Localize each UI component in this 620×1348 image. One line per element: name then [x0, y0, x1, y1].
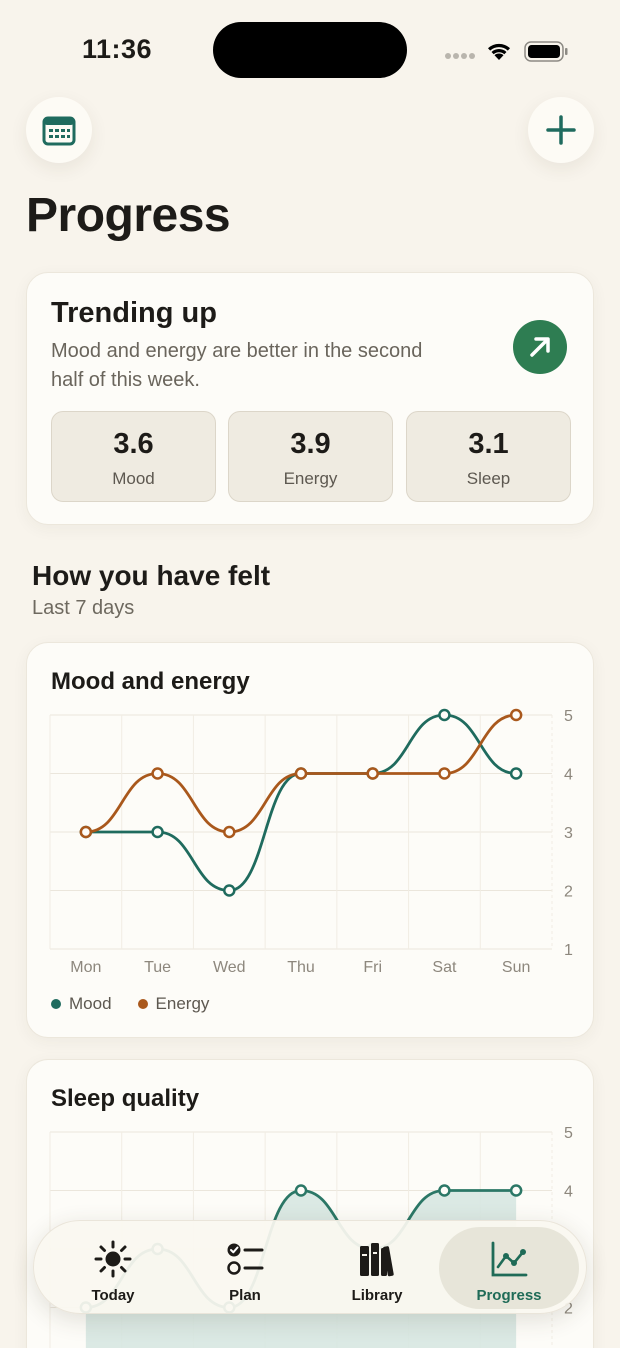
status-bar: 11:36	[0, 0, 620, 100]
stat-value: 3.9	[290, 428, 331, 460]
chart-grid	[49, 714, 553, 950]
data-point	[509, 1184, 523, 1197]
calendar-button[interactable]	[26, 97, 92, 163]
sun-icon	[94, 1240, 132, 1278]
y-tick-label: 5	[564, 708, 573, 725]
calendar-icon	[42, 116, 76, 146]
x-tick-label: Mon	[70, 959, 101, 976]
trend-title: Trending up	[51, 297, 217, 329]
stat-label: Energy	[283, 469, 338, 488]
data-point	[438, 1184, 451, 1197]
y-tick-label: 2	[564, 884, 573, 901]
x-tick-label: Fri	[363, 959, 382, 976]
tab-bar: Today Plan Library Progress	[33, 1220, 587, 1314]
chart-title: Sleep quality	[51, 1085, 200, 1112]
y-tick-label: 5	[564, 1125, 573, 1142]
y-tick-label: 2	[564, 1301, 573, 1318]
plus-icon	[546, 115, 576, 145]
y-tick-label: 3	[564, 825, 573, 842]
tab-today[interactable]: Today	[43, 1227, 183, 1309]
checklist-icon	[227, 1243, 264, 1275]
legend-item-mood: Mood	[51, 994, 112, 1014]
stat-label: Mood	[112, 469, 155, 488]
legend-label: Mood	[69, 994, 112, 1013]
status-time: 11:36	[82, 34, 153, 64]
books-icon	[360, 1243, 394, 1277]
x-tick-label: Thu	[287, 959, 315, 976]
y-tick-label: 4	[564, 767, 573, 784]
data-point	[151, 825, 164, 839]
battery-icon	[524, 41, 568, 62]
x-tick-label: Tue	[144, 959, 171, 976]
stat-sleep: 3.1 Sleep	[406, 411, 571, 502]
legend-swatch-energy	[137, 999, 148, 1009]
legend-swatch-mood	[51, 999, 61, 1009]
data-point	[366, 767, 379, 780]
tab-library[interactable]: Library	[307, 1227, 447, 1309]
stat-energy: 3.9 Energy	[228, 411, 393, 502]
x-tick-label: Sun	[502, 959, 530, 976]
dynamic-island	[213, 22, 407, 78]
y-tick-label: 1	[564, 942, 573, 959]
wifi-icon	[488, 43, 510, 60]
add-button[interactable]	[528, 97, 594, 163]
x-tick-label: Sat	[432, 959, 457, 976]
tab-plan[interactable]: Plan	[175, 1227, 315, 1309]
status-icons	[445, 41, 568, 62]
data-point	[223, 825, 236, 839]
data-point	[509, 767, 523, 780]
tab-label: Plan	[229, 1287, 261, 1304]
trend-badge	[513, 320, 567, 374]
data-point	[79, 825, 93, 839]
page-title: Progress	[26, 189, 231, 242]
tab-label: Today	[91, 1287, 135, 1304]
trend-card: Trending up Mood and energy are better i…	[26, 272, 594, 525]
data-point	[438, 708, 451, 722]
tab-label: Library	[351, 1287, 403, 1304]
data-point	[294, 1184, 308, 1197]
data-point	[294, 767, 308, 780]
arrow-up-right-icon	[530, 337, 550, 357]
data-point	[151, 767, 164, 780]
chart-line-icon	[491, 1241, 528, 1277]
cellular-signal-icon	[445, 53, 475, 59]
data-point	[509, 708, 523, 722]
mood-energy-card: Mood and energy 5 4 3 2 1 Mon Tue Wed Thu Fri Sat S…	[26, 642, 594, 1038]
section-subtitle: Last 7 days	[32, 597, 135, 619]
chart-title: Mood and energy	[51, 668, 250, 695]
trend-subtitle: Mood and energy are better in the second…	[51, 340, 423, 391]
legend-label: Energy	[155, 994, 210, 1013]
section-title: How you have felt	[32, 560, 271, 591]
chart-legend: Mood Energy	[51, 994, 235, 1014]
tab-label: Progress	[476, 1287, 542, 1304]
y-tick-label: 4	[564, 1184, 573, 1201]
series-line-mood	[85, 713, 517, 892]
stat-value: 3.6	[113, 428, 154, 460]
stat-mood: 3.6 Mood	[51, 411, 216, 502]
legend-item-energy: Energy	[137, 994, 210, 1014]
stat-value: 3.1	[468, 428, 509, 460]
data-point	[438, 767, 451, 780]
stat-label: Sleep	[466, 469, 511, 488]
x-tick-label: Wed	[213, 959, 246, 976]
tab-progress[interactable]: Progress	[439, 1227, 579, 1309]
data-point	[223, 884, 236, 897]
mood-energy-chart: 5 4 3 2 1 Mon Tue Wed Thu Fri Sat Sun	[49, 708, 573, 976]
